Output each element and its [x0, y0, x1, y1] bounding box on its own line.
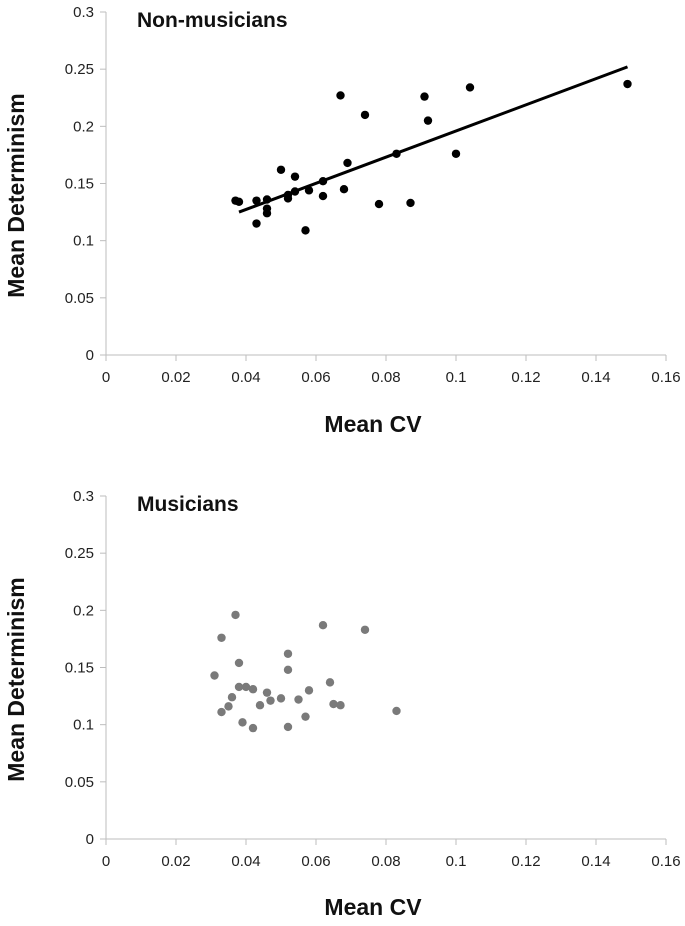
x-tick-label: 0.14: [581, 369, 610, 386]
x-tick-label: 0.06: [301, 369, 330, 386]
data-point: [262, 209, 272, 218]
y-tick-label: 0.15: [65, 660, 94, 677]
data-point: [336, 91, 345, 100]
data-point: [343, 158, 352, 168]
y-tick-label: 0.15: [65, 176, 94, 193]
y-axis-title: Mean Determinism: [3, 93, 29, 298]
data-point: [283, 190, 293, 200]
data-point: [360, 625, 370, 634]
chart-panel-1: 0 0.05 0.1 0.15 0.2 0.25 0.3 0 0.02 0.04 0.06 0.08 0…: [3, 4, 681, 437]
data-point: [290, 172, 300, 181]
data-point: [238, 718, 247, 727]
x-tick-label: 0: [102, 369, 110, 386]
data-point: [234, 658, 244, 668]
data-point: [255, 701, 265, 710]
x-tick-label: 0.12: [511, 853, 540, 870]
y-tick-label: 0: [86, 831, 94, 848]
data-point: [210, 671, 219, 680]
data-point: [451, 149, 461, 158]
data-point: [252, 219, 261, 228]
data-point: [301, 226, 310, 235]
data-point: [294, 695, 303, 704]
data-point: [465, 83, 475, 92]
y-tick-label: 0.25: [65, 545, 94, 562]
x-tick-label: 0.12: [511, 369, 540, 386]
data-point: [283, 649, 293, 658]
x-axis-title: Mean CV: [324, 894, 422, 920]
x-tick-label: 0.16: [651, 853, 680, 870]
data-point: [217, 707, 226, 717]
data-point: [423, 116, 433, 125]
y-tick-label: 0.1: [73, 717, 94, 734]
x-tick-label: 0.08: [371, 853, 400, 870]
data-point: [231, 610, 240, 620]
data-point: [248, 723, 258, 733]
data-point: [262, 688, 272, 697]
x-tick-label: 0.1: [446, 369, 467, 386]
panel-title: Musicians: [137, 493, 239, 516]
data-point: [301, 712, 310, 721]
data-point: [304, 186, 314, 195]
chart-panel-2: 0 0.05 0.1 0.15 0.2 0.25 0.3 0 0.02 0.04 0.06 0.08 0…: [3, 488, 681, 920]
x-tick-label: 0.06: [301, 853, 330, 870]
data-point: [318, 191, 328, 201]
y-tick-label: 0.25: [65, 61, 94, 78]
x-tick-label: 0.04: [231, 853, 260, 870]
data-point: [283, 722, 293, 732]
data-point: [224, 702, 233, 711]
x-tick-label: 0.02: [161, 853, 190, 870]
y-tick-label: 0.05: [65, 774, 94, 791]
data-point: [227, 693, 237, 702]
data-point: [290, 187, 300, 196]
data-point: [406, 198, 415, 208]
data-point: [420, 92, 429, 101]
data-point: [374, 199, 384, 209]
y-tick-label: 0.2: [73, 602, 94, 619]
x-tick-label: 0.02: [161, 369, 190, 386]
x-axis-title: Mean CV: [324, 411, 422, 437]
data-point: [304, 686, 314, 695]
data-point: [217, 633, 226, 642]
data-point: [252, 196, 261, 205]
data-point: [360, 110, 370, 120]
data-point: [241, 682, 251, 692]
data-point: [262, 195, 272, 204]
x-tick-label: 0.14: [581, 853, 610, 870]
data-point: [392, 149, 401, 158]
data-point: [266, 696, 275, 705]
data-point: [392, 706, 401, 716]
data-point: [283, 665, 293, 674]
data-point: [234, 197, 244, 206]
x-tick-label: 0.08: [371, 369, 400, 386]
data-point: [339, 185, 349, 194]
data-point: [276, 694, 286, 703]
y-tick-label: 0: [86, 347, 94, 364]
y-tick-label: 0.1: [73, 233, 94, 250]
data-point: [329, 699, 338, 709]
data-point: [318, 620, 328, 630]
y-axis-title: Mean Determinism: [3, 577, 29, 782]
y-tick-label: 0.2: [73, 118, 94, 135]
data-point: [336, 701, 345, 710]
x-tick-label: 0.16: [651, 369, 680, 386]
data-point: [325, 678, 335, 687]
trendline: [238, 65, 629, 214]
data-point: [234, 682, 244, 692]
y-tick-label: 0.3: [73, 4, 94, 21]
panel-title: Non-musicians: [137, 9, 288, 32]
y-tick-label: 0.05: [65, 290, 94, 307]
x-tick-label: 0.04: [231, 369, 260, 386]
x-tick-label: 0.1: [446, 853, 467, 870]
x-tick-label: 0: [102, 853, 110, 870]
data-point: [318, 177, 328, 186]
data-point: [276, 165, 286, 174]
data-point: [248, 685, 258, 694]
data-point: [623, 79, 632, 89]
y-tick-label: 0.3: [73, 488, 94, 505]
